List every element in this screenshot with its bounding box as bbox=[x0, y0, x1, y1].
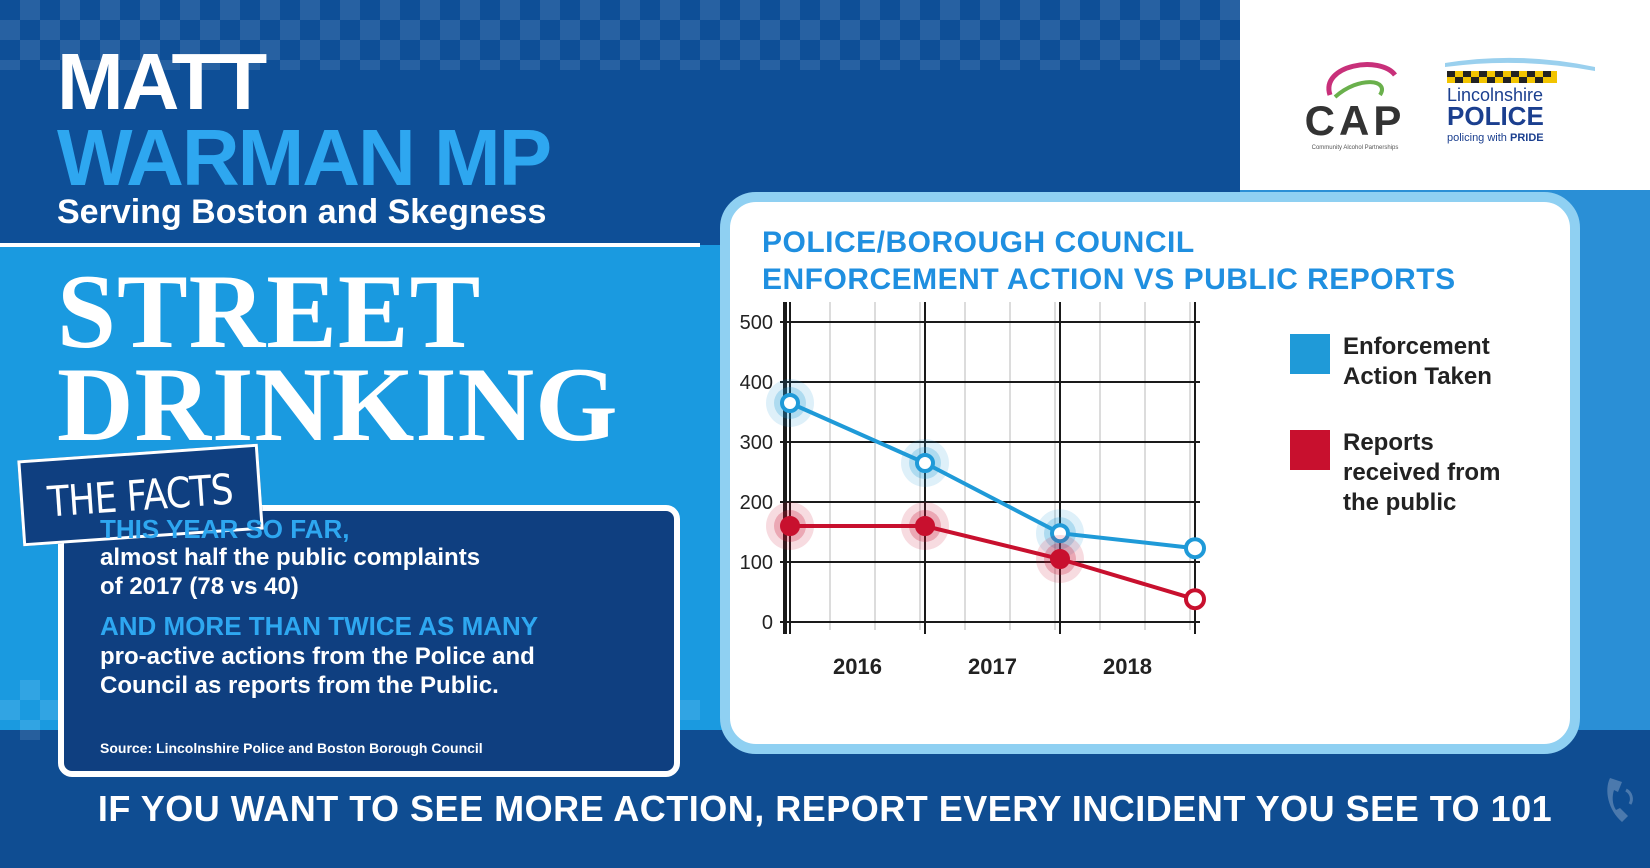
police-logo-line2: POLICE bbox=[1447, 101, 1544, 131]
data-point bbox=[1050, 549, 1070, 569]
police-logo-tagline: policing with PRIDE bbox=[1447, 132, 1544, 144]
mp-name-line2: WARMAN MP bbox=[57, 113, 552, 202]
legend-reports-line1: Reports bbox=[1343, 429, 1434, 456]
chart-card bbox=[720, 192, 1580, 754]
cap-logo-subtext: Community Alcohol Partnerships bbox=[1312, 145, 1399, 151]
y-tick-label: 0 bbox=[762, 612, 773, 634]
legend-label-reports: Reports received from the public bbox=[1343, 428, 1500, 518]
legend-enforcement-line2: Action Taken bbox=[1343, 363, 1492, 390]
facts-text-4: Council as reports from the Public. bbox=[100, 672, 499, 699]
headline-street: STREET bbox=[57, 253, 482, 370]
legend-reports-line3: the public bbox=[1343, 489, 1457, 516]
y-tick-label: 100 bbox=[740, 552, 773, 574]
y-tick-label: 500 bbox=[740, 312, 773, 334]
checker-pattern-top bbox=[0, 0, 1240, 70]
x-tick-label: 2017 bbox=[968, 654, 1017, 679]
x-tick-label: 2018 bbox=[1103, 654, 1152, 679]
series-line-0 bbox=[789, 401, 1196, 551]
facts-heading-1: THIS YEAR SO FAR, bbox=[100, 514, 350, 544]
facts-panel bbox=[58, 505, 680, 777]
phone-icon bbox=[1607, 778, 1633, 822]
mp-name-line1: MATT bbox=[57, 37, 267, 126]
facts-text-3: pro-active actions from the Police and bbox=[100, 643, 535, 670]
mp-constituency: Serving Boston and Skegness bbox=[57, 193, 547, 231]
legend-swatch-enforcement bbox=[1290, 334, 1330, 374]
cta-phone-number: 101 bbox=[1490, 788, 1553, 829]
lincolnshire-police-logo: Lincolnshire POLICE policing with PRIDE bbox=[1445, 57, 1595, 144]
chart-title-line2: ENFORCEMENT ACTION VS PUBLIC REPORTS bbox=[762, 263, 1456, 296]
y-tick-label: 300 bbox=[740, 432, 773, 454]
data-point bbox=[1184, 537, 1206, 560]
data-point bbox=[780, 393, 800, 413]
data-point bbox=[780, 516, 800, 536]
y-tick-label: 400 bbox=[740, 372, 773, 394]
legend-reports-line2: received from bbox=[1343, 459, 1501, 486]
data-point bbox=[1184, 588, 1206, 611]
line-chart: 0 100 200 300 400 500 2016 2017 2018 bbox=[740, 302, 1206, 679]
data-point bbox=[1050, 523, 1070, 544]
y-tick-label: 200 bbox=[740, 492, 773, 514]
facts-text-1: almost half the public complaints bbox=[100, 544, 481, 571]
cta-message: IF YOU WANT TO SEE MORE ACTION, REPORT E… bbox=[97, 788, 1491, 829]
legend-label-enforcement: Enforcement Action Taken bbox=[1343, 332, 1492, 392]
cap-logo: CAP Community Alcohol Partnerships bbox=[1305, 62, 1406, 151]
police-checker-band-icon bbox=[1447, 71, 1557, 83]
police-tagline-pride: PRIDE bbox=[1510, 132, 1544, 144]
facts-source: Source: Lincolnshire Police and Boston B… bbox=[100, 740, 483, 756]
cap-logo-text: CAP bbox=[1305, 97, 1406, 144]
data-point bbox=[915, 453, 935, 473]
headline-drinking: DRINKING bbox=[57, 346, 619, 463]
chart-title-line1: POLICE/BOROUGH COUNCIL bbox=[762, 226, 1195, 259]
facts-text-2: of 2017 (78 vs 40) bbox=[100, 573, 299, 600]
legend-swatch-reports bbox=[1290, 430, 1330, 470]
facts-heading-2: AND MORE THAN TWICE AS MANY bbox=[100, 611, 539, 641]
series-line-1 bbox=[790, 524, 1196, 602]
legend-enforcement-line1: Enforcement bbox=[1343, 333, 1490, 360]
background-logo-area bbox=[1240, 0, 1650, 190]
police-logo-line1: Lincolnshire bbox=[1447, 85, 1543, 105]
x-tick-label: 2016 bbox=[833, 654, 882, 679]
header-divider bbox=[0, 243, 700, 247]
police-tagline-prefix: policing with bbox=[1447, 132, 1510, 144]
call-to-action: IF YOU WANT TO SEE MORE ACTION, REPORT E… bbox=[0, 788, 1650, 830]
data-point bbox=[915, 516, 935, 536]
